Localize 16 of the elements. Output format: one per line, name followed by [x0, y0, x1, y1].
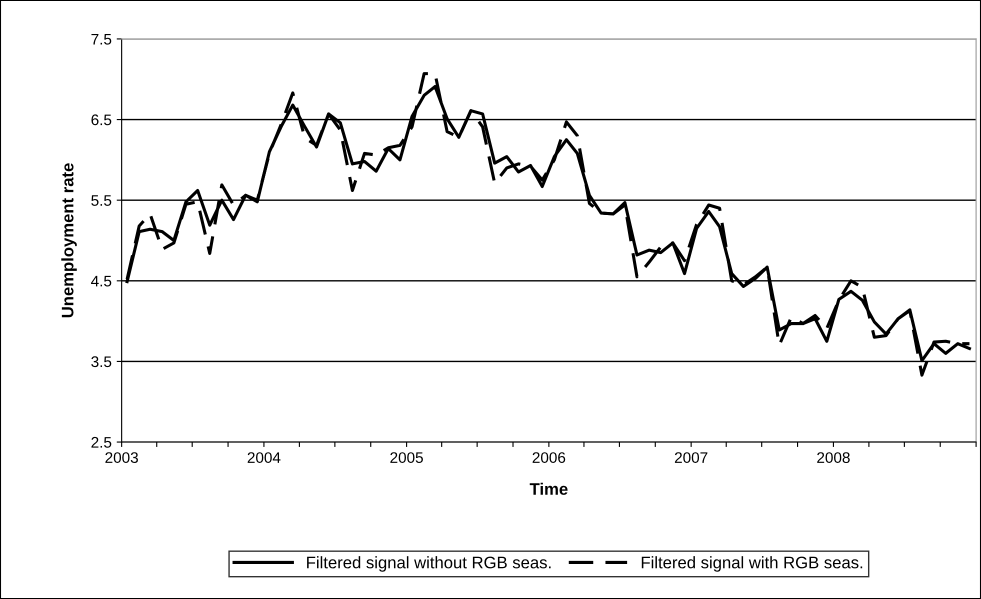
y-tick-label: 3.5: [91, 356, 112, 368]
x-tick-label: 2008: [817, 452, 850, 464]
x-axis-title: Time: [530, 482, 568, 495]
y-tick-label: 2.5: [91, 436, 112, 448]
y-axis-title: Unemployment rate: [61, 163, 77, 318]
legend-label: Filtered signal with RGB seas.: [642, 556, 862, 572]
x-tick-label: 2005: [390, 452, 423, 464]
x-tick-label: 2003: [105, 452, 138, 464]
y-tick-label: 5.5: [91, 195, 112, 206]
legend-label: Filtered signal without RGB seas.: [307, 556, 551, 572]
y-tick-label: 4.5: [91, 276, 112, 286]
y-tick-label: 7.5: [91, 34, 112, 45]
x-tick-label: 2004: [248, 452, 280, 464]
y-tick-label: 6.5: [91, 114, 112, 126]
x-tick-label: 2006: [532, 452, 566, 464]
x-tick-label: 2007: [674, 452, 708, 464]
